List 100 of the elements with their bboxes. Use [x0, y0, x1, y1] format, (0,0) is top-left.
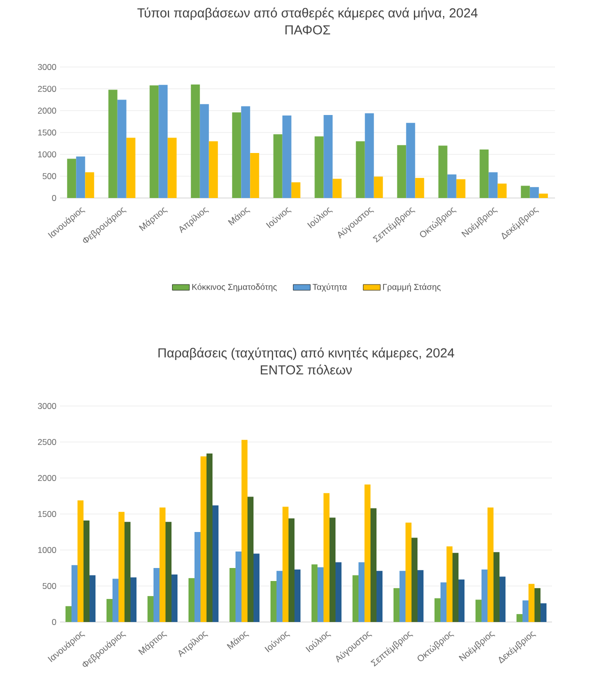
bar [370, 508, 377, 622]
bar [273, 134, 282, 198]
bar [254, 554, 260, 622]
bar [434, 598, 441, 622]
bar [482, 569, 488, 622]
bar [530, 187, 539, 198]
legend-label: Κόκκινος Σηματοδότης [192, 283, 277, 292]
bar [488, 508, 494, 622]
bar [528, 584, 535, 622]
bar [172, 574, 178, 622]
legend-label: Ταχύτητα [312, 283, 347, 292]
bar [126, 138, 136, 198]
bar [288, 518, 294, 622]
bar [480, 150, 489, 198]
bar [150, 85, 159, 198]
bar [194, 532, 200, 622]
bar [90, 575, 96, 622]
bar [250, 153, 260, 198]
chart-subtitle: ΠΑΦΟΣ [285, 25, 330, 34]
bar [108, 90, 118, 198]
bar [241, 106, 250, 198]
bar [534, 588, 540, 622]
bar [438, 146, 448, 198]
bar [294, 569, 300, 622]
y-tick-label: 1000 [38, 547, 56, 554]
bar [66, 606, 72, 622]
bar [270, 580, 276, 622]
chart-title: Παραβάσεις (ταχύτητας) από κινητές κάμερες, 2024 [158, 348, 454, 360]
bar [291, 182, 300, 198]
bar [330, 518, 336, 622]
bar [324, 115, 333, 198]
bar [500, 576, 506, 622]
bar [352, 575, 358, 622]
bar [190, 84, 200, 198]
bar [282, 506, 289, 622]
bar [72, 565, 78, 622]
bar [154, 568, 160, 622]
bar [452, 552, 459, 622]
chart-title: Τύποι παραβάσεων από σταθερές κάμερες ανά μήνα, 2024 [137, 8, 478, 20]
bar [168, 138, 177, 198]
bar [494, 552, 500, 622]
bar [248, 496, 254, 622]
y-tick-label: 3000 [38, 403, 56, 410]
bar [158, 84, 168, 198]
y-tick-label: 3000 [38, 64, 56, 70]
bar [488, 172, 498, 198]
bar [318, 567, 324, 622]
bar [456, 179, 466, 198]
bar [67, 158, 76, 198]
bar [406, 122, 416, 198]
bar [406, 522, 412, 622]
y-tick-label: 2000 [38, 475, 56, 482]
y-tick-label: 500 [42, 583, 56, 590]
bar [200, 456, 206, 622]
bar [356, 141, 365, 198]
bar [412, 538, 418, 622]
bar [166, 522, 172, 622]
legend-label: Γραμμή Στάσης [383, 283, 441, 292]
bar [84, 520, 90, 622]
bar [230, 568, 236, 622]
bar [538, 194, 548, 198]
bar [118, 512, 124, 622]
bar [440, 582, 447, 622]
y-tick-label: 2000 [38, 108, 56, 114]
bar [458, 580, 465, 622]
bar [314, 136, 324, 198]
bar [78, 500, 84, 622]
bar [212, 505, 219, 622]
bar [418, 570, 424, 622]
y-tick-label: 0 [52, 619, 56, 626]
bar [200, 104, 209, 198]
bar [376, 570, 382, 622]
bar [516, 614, 523, 622]
bar [236, 551, 242, 622]
bar [358, 562, 364, 622]
bar [397, 145, 406, 198]
bar [232, 112, 242, 198]
bar [148, 596, 154, 622]
y-tick-label: 0 [52, 194, 56, 201]
y-tick-label: 2500 [38, 439, 56, 446]
bar [206, 454, 212, 622]
y-tick-label: 500 [42, 173, 56, 180]
bar [242, 440, 248, 622]
bar [130, 577, 136, 622]
bar [112, 578, 118, 622]
bar [374, 176, 383, 198]
bar [476, 600, 482, 622]
bar [364, 113, 374, 198]
bar [446, 546, 452, 622]
bar [520, 186, 530, 198]
chart-subtitle: ΕΝΤΟΣ πόλεων [260, 364, 352, 374]
bar [498, 184, 507, 198]
bar [400, 570, 406, 622]
bar [160, 508, 166, 622]
bar [76, 156, 86, 198]
bar [336, 562, 342, 622]
bar [415, 178, 424, 198]
bar [312, 564, 318, 622]
y-tick-label: 2500 [38, 86, 56, 92]
bar [522, 600, 529, 622]
